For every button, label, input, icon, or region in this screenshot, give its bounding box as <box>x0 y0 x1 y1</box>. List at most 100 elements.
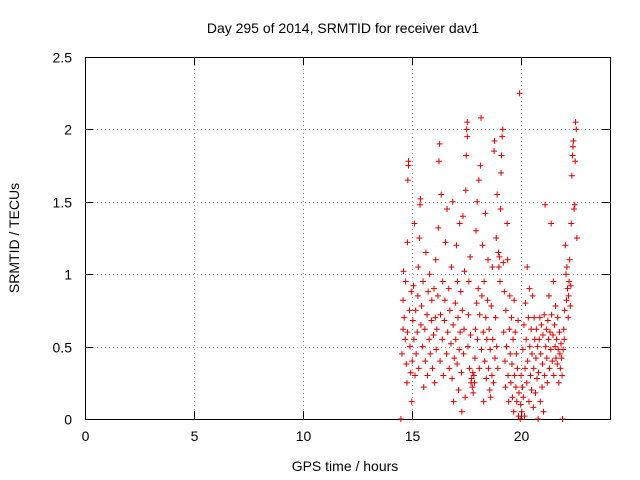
data-point <box>519 384 526 391</box>
data-point <box>480 329 487 336</box>
data-point <box>418 303 425 310</box>
x-tick-label: 10 <box>296 428 312 444</box>
y-tick-label: 2 <box>64 122 72 138</box>
data-point <box>404 329 411 336</box>
data-point <box>420 278 427 285</box>
data-point <box>510 408 517 415</box>
data-point <box>485 365 492 372</box>
data-point <box>474 336 481 343</box>
data-point <box>521 413 528 420</box>
data-point <box>422 249 429 256</box>
data-point <box>445 285 452 292</box>
data-point <box>548 220 555 227</box>
data-point <box>461 268 468 275</box>
data-point <box>489 336 496 343</box>
data-point <box>414 292 421 299</box>
data-point <box>429 365 436 372</box>
data-point <box>458 408 465 415</box>
data-point <box>482 314 489 321</box>
data-point <box>450 321 457 328</box>
data-point <box>435 158 442 165</box>
data-point <box>520 394 527 401</box>
data-point <box>406 307 413 314</box>
data-point <box>481 358 488 365</box>
data-point <box>454 278 461 285</box>
data-point <box>497 206 504 213</box>
data-point <box>482 210 489 217</box>
data-point <box>472 326 479 333</box>
data-point <box>417 195 424 202</box>
data-point <box>424 372 431 379</box>
data-point <box>421 326 428 333</box>
data-point <box>557 365 564 372</box>
data-point <box>439 336 446 343</box>
data-point <box>564 285 571 292</box>
data-point <box>518 372 525 379</box>
data-point <box>513 398 520 405</box>
y-tick-label: 0 <box>64 412 72 428</box>
data-point <box>512 384 519 391</box>
data-points <box>397 90 580 422</box>
data-point <box>444 329 451 336</box>
data-point <box>433 346 440 353</box>
data-point <box>478 346 485 353</box>
data-point <box>441 297 448 304</box>
y-axis-label: SRMTID / TECUs <box>6 183 22 293</box>
data-point <box>460 350 467 357</box>
data-point <box>403 379 410 386</box>
data-point <box>446 365 453 372</box>
data-point <box>560 346 567 353</box>
data-point <box>556 329 563 336</box>
data-point <box>397 416 404 422</box>
data-point <box>439 278 446 285</box>
data-point <box>557 340 564 347</box>
y-tick-label: 2.5 <box>53 50 73 66</box>
data-point <box>554 314 561 321</box>
data-point <box>495 263 502 270</box>
data-point <box>470 372 477 379</box>
data-point <box>546 365 553 372</box>
data-point <box>531 314 538 321</box>
data-point <box>420 384 427 391</box>
data-point <box>481 278 488 285</box>
data-point <box>524 358 531 365</box>
tick-labels: 0 0.5 1 1.5 2 2.5 0 5 10 15 20 <box>53 50 530 445</box>
data-point <box>411 220 418 227</box>
data-point <box>433 326 440 333</box>
data-point <box>511 372 518 379</box>
data-point <box>508 360 515 367</box>
data-point <box>547 329 554 336</box>
data-point <box>444 206 451 213</box>
data-point <box>437 358 444 365</box>
data-point <box>525 398 532 405</box>
data-point <box>530 365 537 372</box>
data-point <box>552 303 559 310</box>
data-point <box>428 317 435 324</box>
data-point <box>525 314 532 321</box>
data-point <box>438 191 445 198</box>
data-point <box>491 148 498 155</box>
data-point <box>522 365 529 372</box>
data-point <box>559 372 566 379</box>
data-point <box>545 336 552 343</box>
data-point <box>489 263 496 270</box>
data-point <box>558 355 565 362</box>
data-point <box>435 224 442 231</box>
data-point <box>454 360 461 367</box>
data-point <box>537 350 544 357</box>
data-point <box>566 278 573 285</box>
data-point <box>533 326 540 333</box>
data-point <box>424 311 431 318</box>
data-point <box>571 206 578 213</box>
data-point <box>540 408 547 415</box>
data-point <box>473 300 480 307</box>
data-point <box>426 271 433 278</box>
data-point <box>443 350 450 357</box>
data-point <box>450 398 457 405</box>
data-point <box>544 317 551 324</box>
data-point <box>551 321 558 328</box>
data-point <box>572 158 579 165</box>
data-point <box>471 355 478 362</box>
data-point <box>506 326 513 333</box>
